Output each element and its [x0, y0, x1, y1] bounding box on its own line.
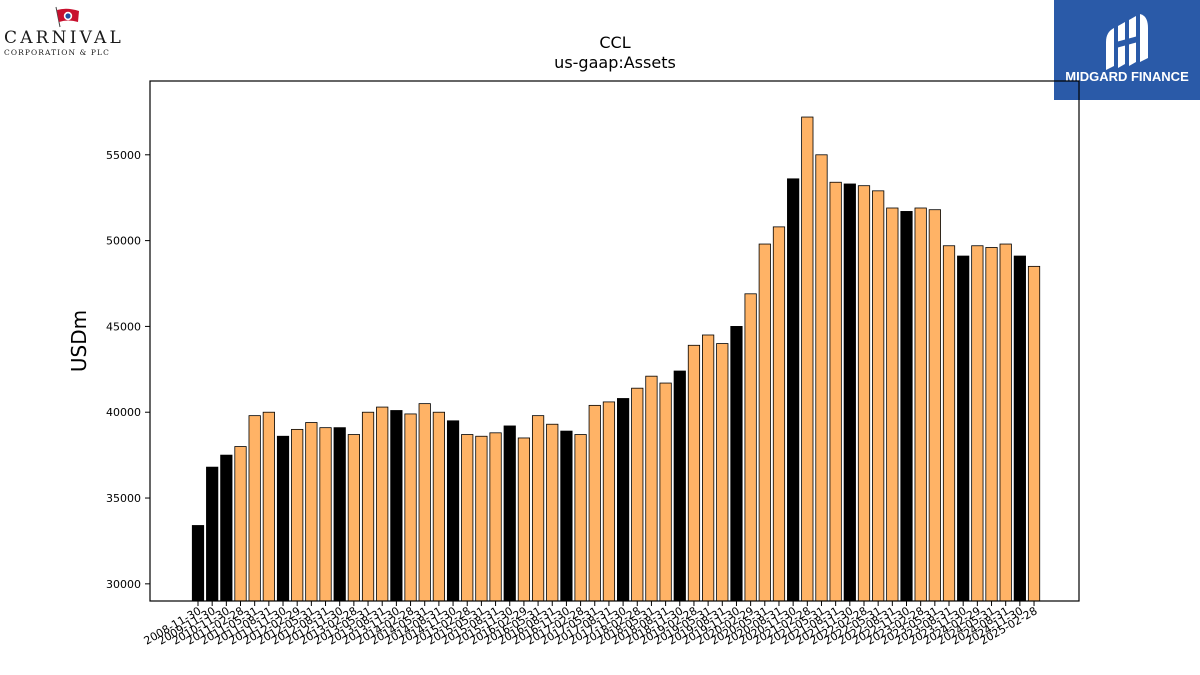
bar-2015-02-28: [461, 434, 474, 602]
bar-2014-02-28: [404, 413, 417, 602]
bar-2024-05-31: [985, 247, 998, 602]
y-axis-ticks: 30000 35000 40000 45000 50000 55000: [106, 149, 150, 591]
bar-2022-11-30: [900, 211, 913, 602]
bar-2015-11-30: [503, 425, 516, 602]
bar-2015-08-31: [489, 432, 502, 602]
bar-2022-02-28: [857, 185, 871, 602]
bar-2018-02-28: [631, 387, 644, 602]
bar-2018-11-30: [673, 370, 686, 602]
bar-2013-02-28: [347, 434, 360, 602]
bar-2019-08-31: [716, 343, 729, 602]
bar-2017-05-31: [588, 404, 601, 602]
midgard-monogram-icon: [1106, 14, 1148, 70]
bar-2017-02-28: [574, 434, 587, 602]
bar-2019-02-28: [687, 344, 701, 602]
bar-2014-11-30: [446, 420, 460, 602]
bar-2016-11-30: [560, 430, 573, 602]
bar-2021-11-30: [843, 183, 856, 602]
bar-2011-05-31: [248, 415, 261, 602]
chart-title: CCL: [599, 33, 630, 52]
bar-2011-02-28: [234, 446, 247, 602]
bar-2017-08-31: [602, 401, 616, 602]
bar-2012-02-29: [291, 428, 304, 602]
bar-2013-11-30: [390, 410, 403, 602]
bar-2024-02-29: [971, 245, 984, 602]
bar-2009-11-30: [206, 466, 219, 602]
bar-2011-08-31: [262, 411, 275, 602]
carnival-logo: CARNIVAL CORPORATION & PLC: [4, 4, 136, 60]
midgard-finance-logo: MIDGARD FINANCE: [1054, 0, 1200, 100]
bar-2025-02-28: [1027, 265, 1041, 602]
plot-frame: [149, 80, 1080, 602]
bar-2020-02-29: [744, 293, 757, 602]
bar-2014-08-31: [432, 411, 445, 602]
bar-2016-05-31: [531, 415, 545, 602]
bar-2019-11-30: [730, 326, 743, 602]
y-tick-label: 50000: [106, 235, 141, 248]
carnival-wordmark: CARNIVAL: [4, 28, 124, 48]
midgard-wordmark: MIDGARD FINANCE: [1065, 69, 1189, 84]
bar-2016-08-31: [546, 423, 559, 602]
bar-2019-05-31: [702, 334, 715, 602]
y-tick-label: 55000: [106, 149, 141, 162]
bar-2011-11-30: [276, 435, 290, 602]
bar-2014-05-31: [418, 403, 431, 602]
bar-2024-11-30: [1013, 255, 1026, 602]
bar-2023-02-28: [914, 207, 927, 602]
bar-2013-08-31: [376, 406, 389, 602]
bar-2012-05-31: [305, 422, 318, 602]
x-axis-ticks: 2008-11-302009-11-302010-11-302011-02-28…: [142, 601, 1040, 648]
carnival-subtitle: CORPORATION & PLC: [4, 48, 110, 57]
bar-2012-08-31: [319, 427, 332, 602]
bar-2010-11-30: [220, 454, 233, 602]
y-tick-label: 30000: [106, 578, 141, 591]
y-tick-label: 40000: [106, 406, 141, 419]
bar-2020-08-31: [772, 226, 786, 602]
carnival-flag-icon: [55, 6, 79, 28]
bar-2021-02-28: [801, 116, 814, 602]
bar-2013-05-31: [361, 411, 375, 602]
bars-group: [191, 116, 1041, 602]
bar-2022-08-31: [886, 207, 899, 602]
bar-2016-02-29: [517, 437, 531, 602]
y-tick-label: 45000: [106, 320, 141, 333]
bar-2008-11-30: [191, 525, 205, 602]
bar-2022-05-31: [872, 190, 885, 602]
bar-2012-11-30: [333, 427, 346, 602]
bar-2024-08-31: [999, 243, 1012, 602]
bar-2023-08-31: [942, 245, 956, 602]
bar-2018-08-31: [659, 382, 672, 602]
bar-2023-11-30: [957, 255, 970, 602]
bar-2018-05-31: [645, 375, 658, 602]
bar-2021-08-31: [829, 181, 842, 602]
y-tick-label: 35000: [106, 492, 141, 505]
bar-2020-11-30: [787, 178, 800, 602]
chart-subtitle: us-gaap:Assets: [554, 53, 676, 72]
y-axis-label: USDm: [67, 310, 91, 372]
bar-2023-05-31: [928, 209, 941, 602]
bar-2015-05-31: [475, 435, 488, 602]
bar-2021-05-31: [815, 154, 828, 602]
bar-2017-11-30: [617, 398, 630, 602]
bar-2020-05-31: [758, 243, 771, 602]
